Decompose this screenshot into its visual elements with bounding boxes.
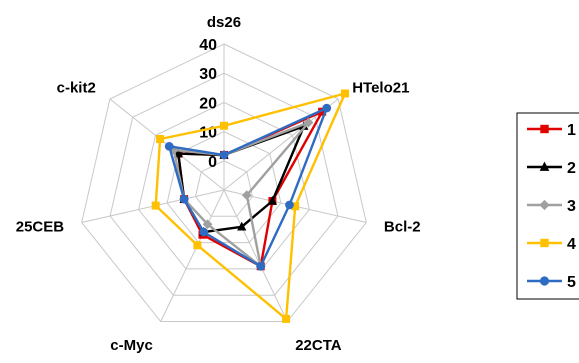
data-point [282,314,291,323]
grid-ring [194,160,254,217]
tick-label: 20 [199,95,217,112]
legend-label: 1 [567,122,576,139]
data-point [256,261,266,271]
series-line [154,92,347,321]
series-4 [151,89,349,323]
legend: 1 2 3 4 5 [516,112,579,300]
series-5 [164,103,332,271]
data-point [340,89,349,98]
legend-entry-4: 4 [527,236,576,253]
axis-label-htelo21: HTelo21 [352,80,409,97]
axis-label-ds26: ds26 [207,14,241,31]
legend-marker [539,276,550,286]
grid-ring [109,72,339,296]
data-point [285,200,294,210]
legend-marker [539,199,550,211]
data-point [151,201,160,210]
axis-label-c-myc: c-Myc [110,337,153,354]
legend-label: 2 [567,160,576,177]
axis-spoke [223,189,288,322]
data-point [156,135,165,144]
radar-axes [81,44,367,322]
data-point [322,103,332,113]
axis-label-bcl-2: Bcl-2 [384,219,421,236]
legend-label: 5 [567,274,576,291]
axis-spoke [160,189,225,322]
series-line [177,125,306,234]
data-point [267,195,278,205]
data-point [164,141,174,151]
grid-ring [81,43,367,322]
legend-marker [540,124,549,134]
legend-entry-3: 3 [527,198,576,215]
radar-series [151,89,349,323]
tick-label: 30 [199,66,217,83]
data-point [241,190,252,201]
data-point [193,241,202,250]
legend-entry-5: 5 [527,274,576,291]
data-point [179,194,189,204]
axis-label-22cta: 22CTA [295,337,342,354]
axis-label-25ceb: 25CEB [16,219,65,236]
data-point [303,117,314,128]
legend-entry-1: 1 [527,122,576,139]
data-point [199,227,209,237]
data-point [237,221,247,231]
series-line [167,106,328,268]
legend-label: 4 [567,236,576,253]
axis-labels: ds26 HTelo21 Bcl-2 22CTA c-Myc 25CEB c-kit2 [16,14,421,354]
legend-label: 3 [567,198,576,215]
data-point [202,219,213,230]
axis-label-c-kit2: c-kit2 [57,80,96,97]
tick-label: 0 [208,154,217,171]
data-point [219,150,229,160]
series-line [172,121,310,268]
legend-entry-2: 2 [527,160,576,177]
legend-marker [539,161,550,171]
data-point [219,121,228,130]
data-point [173,148,183,158]
tick-label: 40 [199,37,217,54]
legend-marker [540,238,549,248]
